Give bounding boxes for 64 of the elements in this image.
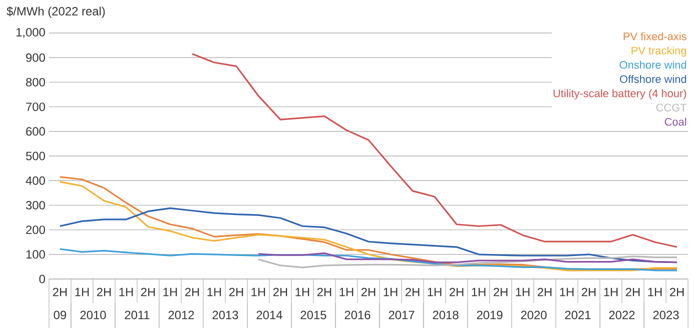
x-tick-label: 2H (450, 288, 464, 296)
text: Coal (664, 118, 686, 126)
x-tick-label: 2H (538, 288, 552, 296)
y-tick-label: 200 (26, 226, 46, 234)
x-tick-label: 2H (361, 288, 376, 296)
x-tick-label: 2H (97, 288, 111, 296)
x-tick-label: 1H (384, 288, 398, 296)
text: 2018 (432, 310, 458, 320)
x-tick-label: 1H (119, 288, 133, 296)
text: PV fixed-axis (624, 32, 686, 40)
x-tick-label: 1H (604, 288, 618, 296)
y-axis-title: $/MWh (2022 real) (6, 6, 105, 18)
x-tick-label: 2H (626, 288, 640, 296)
x-tick-label: 2H (141, 288, 155, 296)
text: 2011 (124, 310, 150, 320)
y-tick-label: 600 (26, 127, 46, 136)
text: 2014 (256, 310, 282, 320)
y-tick-label: 400 (26, 176, 46, 185)
text: 2023 (653, 310, 679, 320)
x-tick-label: 1H (340, 288, 354, 296)
text: 2013 (212, 310, 238, 320)
text: 2012 (168, 310, 194, 320)
text: 2015 (300, 310, 326, 320)
x-tick-label: 2H (406, 288, 420, 296)
y-tick-label: 1,000 (16, 28, 46, 38)
x-tick-label: 2H (582, 288, 596, 296)
y-tick-label: 800 (26, 78, 46, 86)
text: Onshore wind (620, 60, 686, 69)
y-tick-label: 900 (26, 53, 46, 62)
x-tick-label: 1H (648, 288, 662, 296)
x-tick-label: 1H (208, 288, 221, 296)
text: 2021 (565, 310, 591, 320)
x-tick-label: 1H (428, 288, 442, 296)
text: 2010 (80, 310, 106, 320)
x-tick-label: 1H (163, 288, 177, 296)
x-tick-label: 1H (296, 288, 310, 296)
x-tick-label: 1H (75, 288, 89, 296)
text: Offshore wind (620, 74, 686, 83)
y-tick-label: 0 (39, 274, 46, 284)
text: CCGT (656, 104, 687, 112)
text: 2019 (476, 310, 502, 320)
x-tick-label: 2H (273, 288, 288, 296)
x-tick-label: 1H (252, 288, 265, 296)
x-tick-label: 1H (560, 288, 574, 296)
x-tick-label: 2H (185, 288, 199, 296)
text: 2020 (521, 310, 547, 320)
x-tick-label: 1H (516, 288, 530, 296)
x-tick-label: 2H (317, 288, 332, 296)
text: 2016 (344, 310, 370, 320)
y-tick-label: 700 (26, 102, 46, 112)
text: 09 (54, 310, 66, 320)
text: PV tracking (632, 46, 686, 57)
y-tick-label: 300 (26, 200, 46, 210)
x-tick-label: 2H (670, 288, 684, 296)
text: 2022 (609, 310, 635, 320)
text: 2017 (388, 310, 414, 320)
x-tick-label: 1H (472, 288, 486, 296)
x-tick-label: 2H (494, 288, 508, 296)
y-tick-label: 500 (26, 152, 46, 160)
x-tick-label: 2H (52, 288, 67, 296)
text: Utility-scale battery (4 hour) (554, 89, 686, 100)
x-tick-label: 2H (229, 288, 243, 296)
line-series (258, 256, 678, 268)
y-tick-label: 100 (26, 250, 46, 259)
